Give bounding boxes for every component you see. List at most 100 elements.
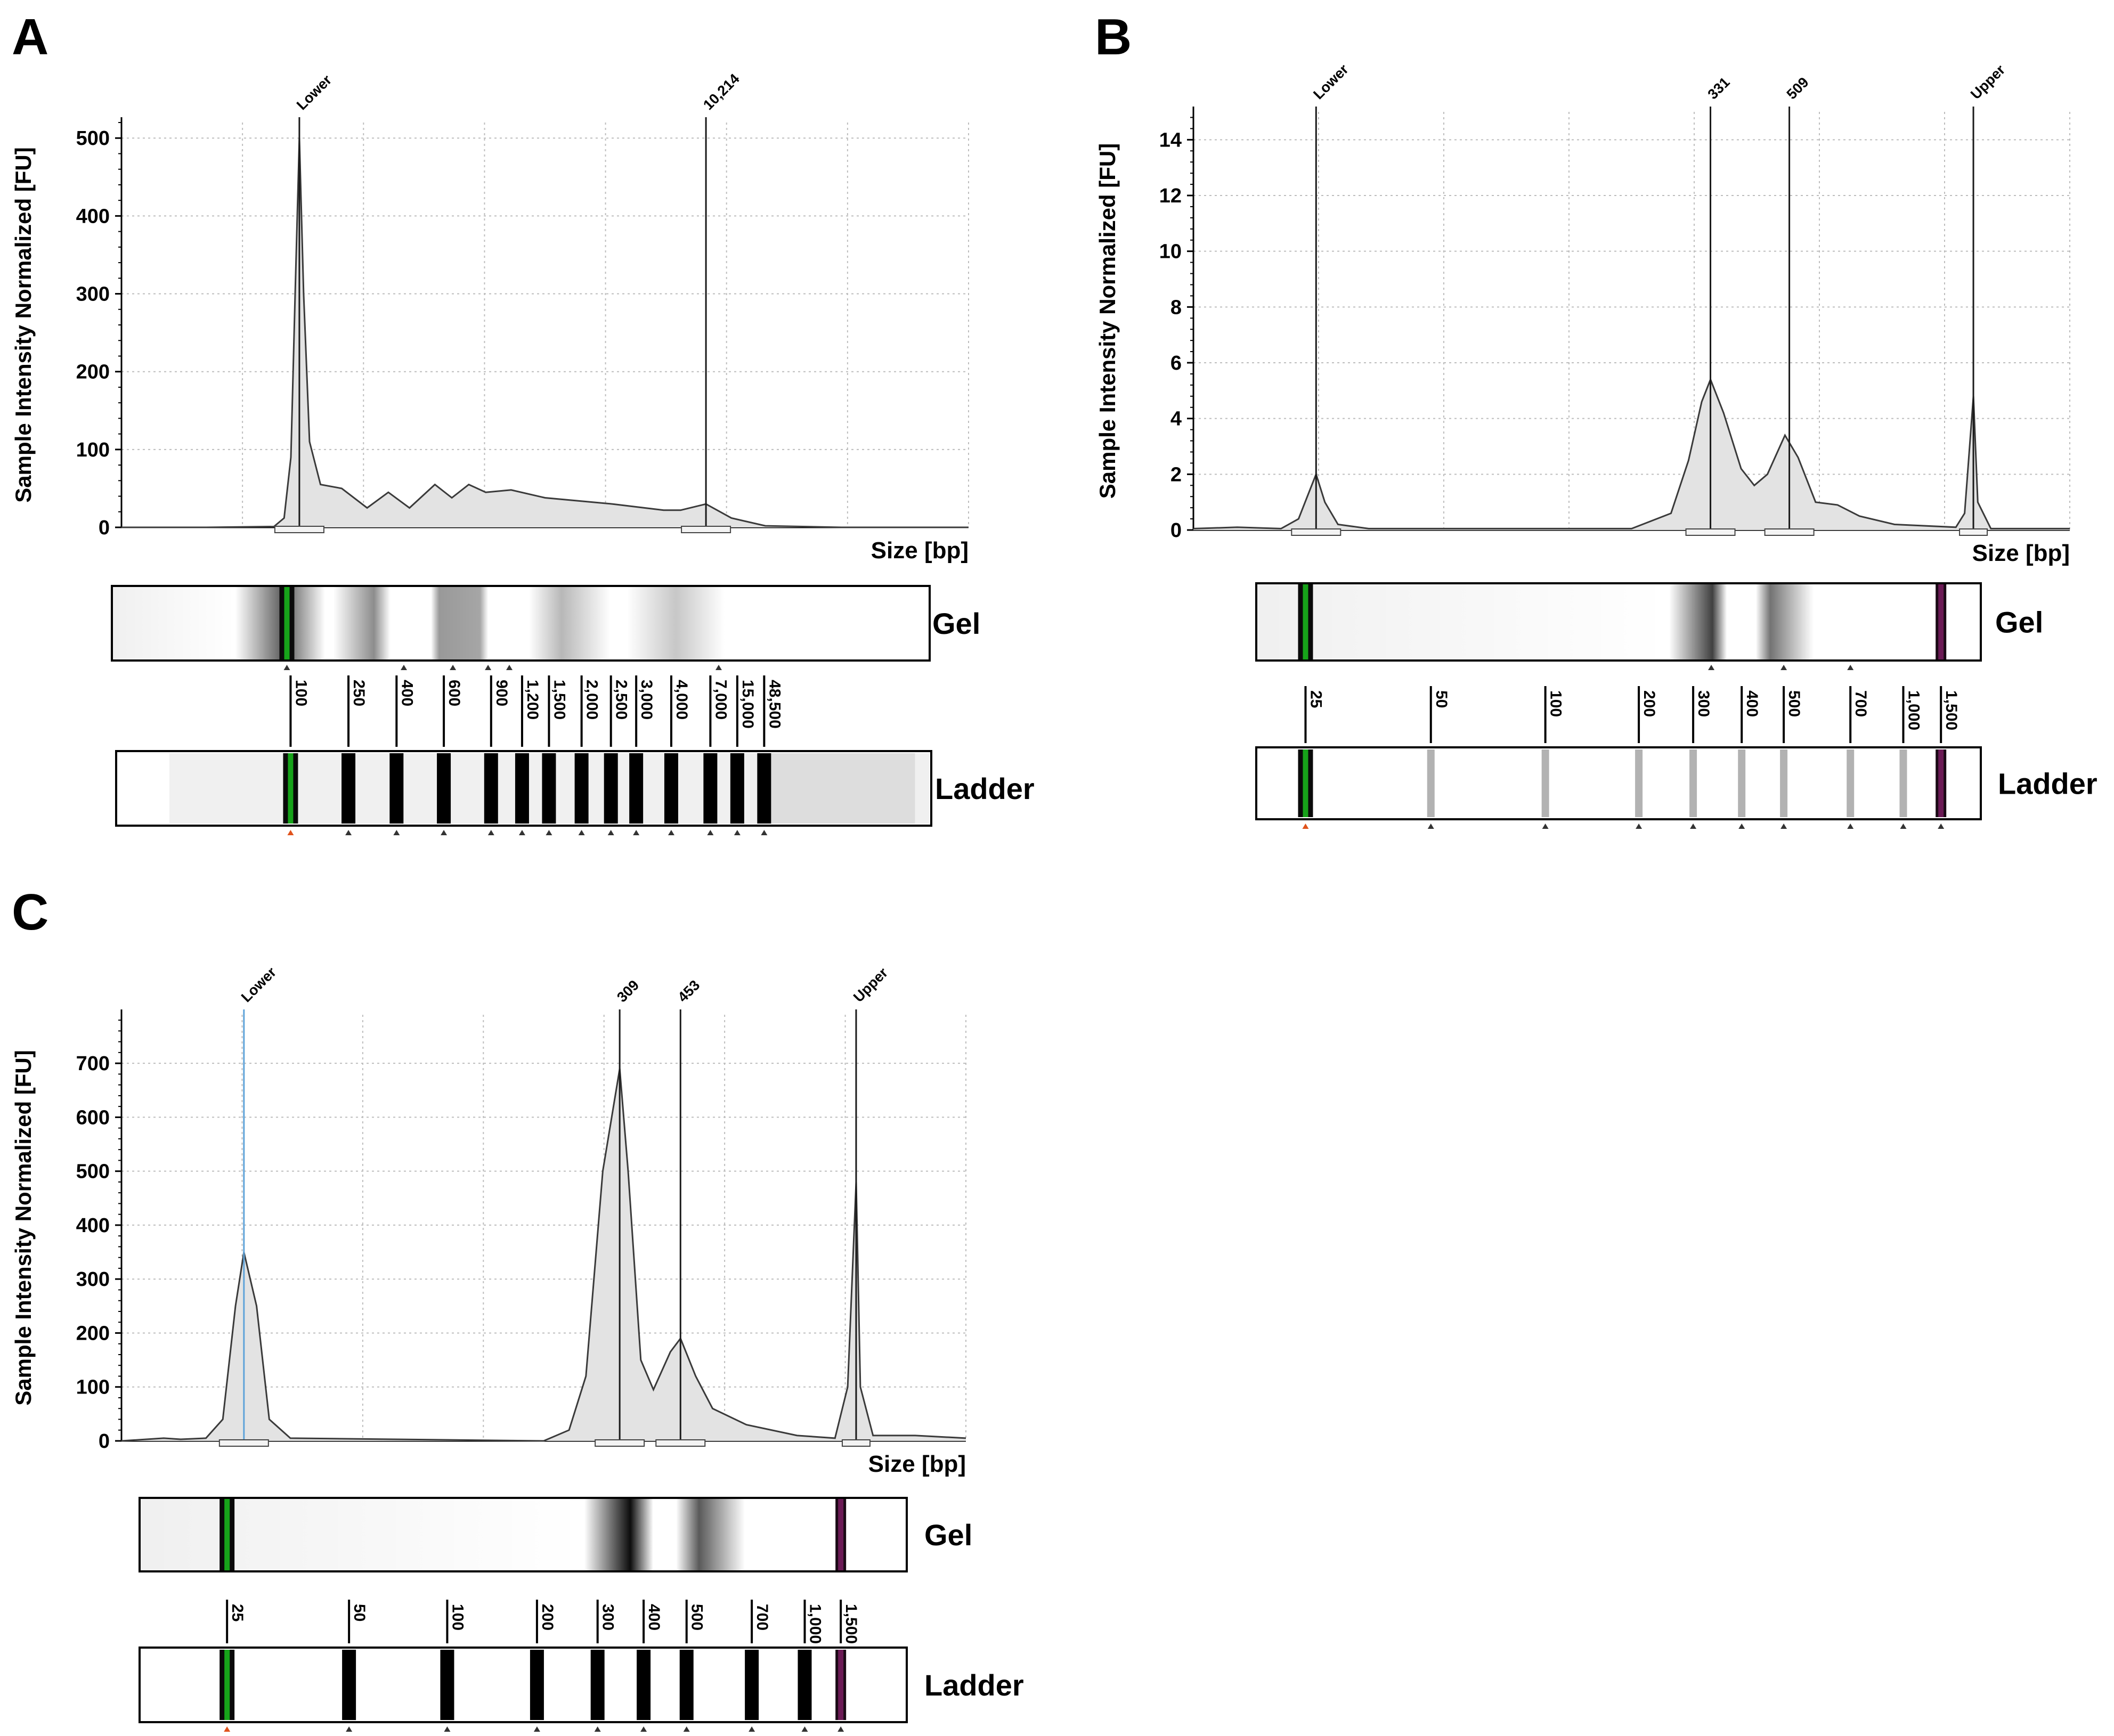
size-label: 100 — [1547, 690, 1565, 717]
ladder-smear — [768, 753, 915, 824]
ladder-band — [1780, 749, 1788, 817]
trace-line — [1193, 377, 2070, 529]
size-label: 1,000 — [1905, 690, 1922, 730]
ladder-arrow — [533, 1726, 540, 1732]
size-label: 1,500 — [842, 1604, 860, 1644]
ladder-arrow — [607, 830, 614, 835]
ladder-arrow — [1780, 824, 1787, 829]
y-tick-label: 4 — [1170, 408, 1182, 430]
size-label: 25 — [1307, 690, 1324, 708]
y-tick-label: 200 — [76, 1322, 110, 1344]
ladder-arrow — [1847, 824, 1854, 829]
gel-lower-marker — [224, 1499, 230, 1570]
peak-label: Lower — [294, 71, 335, 113]
ladder-arrow — [487, 830, 494, 835]
peak-label: Lower — [1310, 61, 1352, 102]
gel-label: Gel — [1995, 606, 2043, 639]
peak-integration-box — [1764, 528, 1815, 536]
y-tick-label: 0 — [1170, 519, 1182, 542]
ladder-label: Ladder — [935, 772, 1035, 805]
peak-integration-box — [1291, 528, 1341, 536]
size-label: 1,000 — [806, 1604, 824, 1644]
ladder-arrow — [518, 830, 525, 835]
gel-lower-marker — [1303, 584, 1308, 659]
ladder-arrow — [734, 830, 741, 835]
ladder-arrow — [633, 830, 640, 835]
ladder-arrow — [1636, 824, 1643, 829]
ladder-band — [703, 753, 718, 824]
ladder-arrow — [640, 1726, 647, 1732]
peak-label: Upper — [1967, 62, 2009, 103]
peak-integration-box — [681, 526, 731, 533]
ladder-arrow — [346, 1726, 353, 1732]
size-label: 300 — [599, 1604, 617, 1631]
size-label: 7,000 — [712, 680, 729, 720]
ladder-arrow — [1738, 824, 1745, 829]
ladder-lane — [1255, 746, 1982, 820]
y-tick-label: 12 — [1159, 185, 1182, 207]
size-label: 700 — [1852, 690, 1869, 717]
ladder-label: Ladder — [924, 1668, 1024, 1702]
size-label: 1,500 — [550, 680, 568, 720]
ladder-arrow — [546, 830, 552, 835]
y-tick-label: 0 — [99, 517, 110, 539]
y-tick-label: 700 — [76, 1053, 110, 1075]
ladder-arrow — [287, 830, 294, 835]
y-tick-label: 300 — [76, 1268, 110, 1291]
gel-arrow — [450, 665, 457, 670]
size-label: 400 — [1743, 690, 1761, 717]
ladder-arrow — [393, 830, 400, 835]
peak-integration-box — [595, 1439, 645, 1447]
size-label: 400 — [645, 1604, 663, 1631]
size-label: 4,000 — [673, 680, 690, 720]
peak-label: 10,214 — [700, 71, 743, 113]
ladder-arrow — [1938, 824, 1945, 829]
ladder-band — [542, 753, 556, 824]
size-label: 250 — [350, 680, 368, 706]
ladder-band — [664, 753, 678, 824]
y-axis-label: Sample Intensity Normalized [FU] — [11, 147, 36, 502]
panel-b: 0 2 4 6 8 10 12 14 Sample Intensity Normalized [… — [1095, 61, 2097, 829]
ladder-arrow — [1900, 824, 1907, 829]
ladder-band — [437, 753, 451, 824]
y-tick-label: 200 — [76, 361, 110, 384]
trace-line — [121, 1069, 966, 1442]
gel-arrow — [400, 665, 407, 670]
ladder-band — [1427, 749, 1435, 817]
peak-integration-box — [274, 526, 324, 533]
ladder-arrow — [1302, 824, 1309, 829]
gel-upper-marker — [1938, 584, 1944, 659]
ladder-arrow — [224, 1726, 231, 1732]
ladder-arrow — [838, 1726, 844, 1732]
panel-label-c: C — [12, 884, 48, 941]
peak-integration-box — [1685, 528, 1736, 536]
gel-smear — [141, 1499, 906, 1570]
peak-label: Upper — [850, 965, 891, 1006]
y-tick-label: 100 — [76, 439, 110, 461]
size-label: 2,000 — [583, 680, 601, 720]
ladder-band — [679, 1650, 694, 1720]
panel-label-b: B — [1095, 9, 1132, 66]
size-label: 200 — [1640, 690, 1658, 717]
ladder-band — [637, 1650, 651, 1720]
x-axis-label: Size [bp] — [868, 1451, 966, 1477]
gel-arrow — [1847, 665, 1854, 670]
gel-smear — [1257, 584, 1980, 659]
size-label: 48,500 — [766, 680, 783, 729]
y-tick-label: 100 — [76, 1376, 110, 1399]
ladder-band — [1689, 749, 1697, 817]
gel-arrow — [485, 665, 492, 670]
gel-arrow — [715, 665, 722, 670]
ladder-band — [574, 753, 589, 824]
size-label: 400 — [398, 680, 416, 706]
size-label: 50 — [1433, 690, 1450, 708]
ladder-arrow — [683, 1726, 690, 1732]
ladder-arrow — [1427, 824, 1434, 829]
ladder-arrow — [761, 830, 768, 835]
ladder-band — [484, 753, 498, 824]
panel-c: 0 100 200 300 400 500 600 700 Sample Intensity N… — [11, 964, 1024, 1732]
size-label: 3,000 — [638, 680, 655, 720]
ladder-band — [745, 1650, 759, 1720]
ladder-band — [530, 1650, 544, 1720]
